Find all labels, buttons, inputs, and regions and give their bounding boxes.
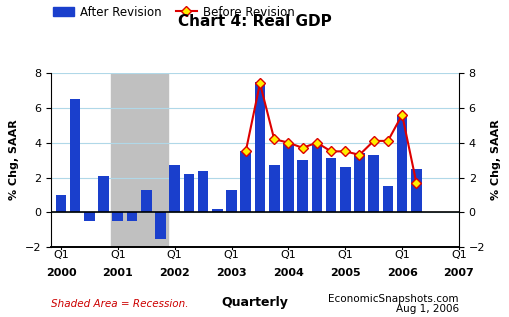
Text: Q1: Q1 xyxy=(393,250,409,261)
Bar xyxy=(282,143,293,212)
Bar xyxy=(340,167,350,212)
Bar xyxy=(240,152,250,212)
Bar xyxy=(396,115,407,212)
Bar xyxy=(70,99,80,212)
Text: 2002: 2002 xyxy=(159,268,190,278)
Text: Q1: Q1 xyxy=(337,250,352,261)
Bar xyxy=(110,73,167,247)
Bar xyxy=(311,143,322,212)
Text: 2000: 2000 xyxy=(45,268,76,278)
Text: 2006: 2006 xyxy=(386,268,417,278)
Text: 2004: 2004 xyxy=(272,268,303,278)
Bar xyxy=(169,165,180,212)
Text: 2005: 2005 xyxy=(329,268,360,278)
Bar xyxy=(212,209,222,212)
Bar xyxy=(325,158,336,212)
Bar xyxy=(197,171,208,212)
Text: Aug 1, 2006: Aug 1, 2006 xyxy=(395,304,458,314)
Text: Q1: Q1 xyxy=(53,250,69,261)
Bar xyxy=(84,212,95,221)
Bar xyxy=(268,165,279,212)
Text: 2001: 2001 xyxy=(102,268,133,278)
Legend: After Revision, Before Revision: After Revision, Before Revision xyxy=(53,6,294,19)
Bar xyxy=(112,212,123,221)
Bar xyxy=(367,155,378,212)
Text: Shaded Area = Recession.: Shaded Area = Recession. xyxy=(51,299,188,309)
Text: Q1: Q1 xyxy=(166,250,182,261)
Bar xyxy=(140,190,151,212)
Text: Quarterly: Quarterly xyxy=(221,296,288,309)
Bar xyxy=(98,176,109,212)
Text: 2007: 2007 xyxy=(443,268,473,278)
Text: Q1: Q1 xyxy=(110,250,125,261)
Text: EconomicSnapshots.com: EconomicSnapshots.com xyxy=(328,294,458,304)
Text: Q1: Q1 xyxy=(280,250,296,261)
Bar xyxy=(254,82,265,212)
Text: Q1: Q1 xyxy=(450,250,466,261)
Bar xyxy=(410,169,421,212)
Bar xyxy=(353,153,364,212)
Bar xyxy=(126,212,137,221)
Bar xyxy=(226,190,236,212)
Bar xyxy=(297,160,307,212)
Bar xyxy=(55,195,66,212)
Bar xyxy=(183,174,194,212)
Text: Chart 4: Real GDP: Chart 4: Real GDP xyxy=(178,14,331,29)
Bar xyxy=(155,212,165,239)
Text: 2003: 2003 xyxy=(216,268,246,278)
Y-axis label: % Chg, SAAR: % Chg, SAAR xyxy=(490,120,500,200)
Y-axis label: % Chg, SAAR: % Chg, SAAR xyxy=(9,120,19,200)
Text: Q1: Q1 xyxy=(223,250,239,261)
Bar xyxy=(382,186,392,212)
